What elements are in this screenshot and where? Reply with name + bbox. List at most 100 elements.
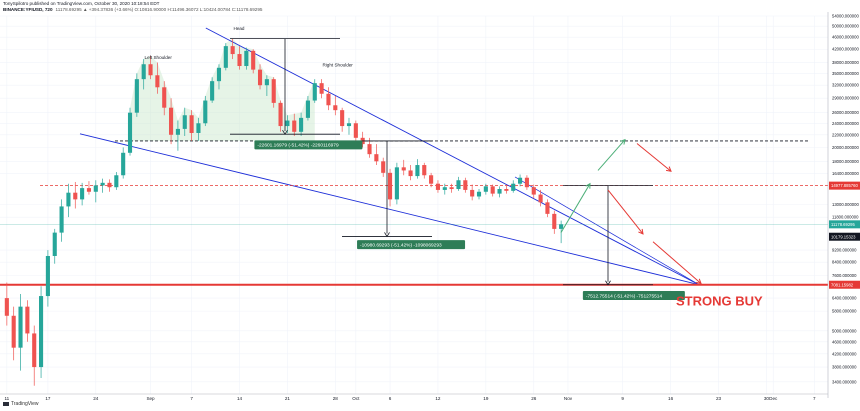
y-tick-label: 24000.000000 [832,121,859,126]
grid [0,15,828,394]
candle-body [257,69,263,86]
candle-body [189,115,194,133]
y-tick-label: 26000.000000 [832,110,859,115]
candle-body [127,112,133,153]
x-tick-label: 26 [531,396,537,401]
y-tick-label: 50000.000000 [832,24,859,29]
candle-body [80,188,85,200]
y-tick-label: 32000.000000 [832,83,859,88]
candle-body [210,81,215,101]
candle-body [470,189,475,197]
measure-label-bg [254,140,363,150]
y-tick-label: 20000.000000 [832,145,859,150]
x-tick-label: 12 [435,396,441,401]
candle-body [476,191,482,197]
y-tick-label: 16400.000000 [832,171,859,176]
pattern-fill [130,38,315,141]
candle-body [559,224,564,229]
candle-body [552,213,557,229]
lower-trendline [79,133,700,286]
head-shoulders-fill [130,38,315,141]
candle-body [312,83,317,101]
y-tick-label: 3800.000000 [832,365,857,370]
x-tick-label: Dec [769,396,778,401]
y-axis: 54000.000000 50000.000000 46000.000000 4200… [827,0,860,411]
candle-body [531,187,536,195]
down-arrow-3-shaft [652,241,702,284]
candle-body [148,64,153,76]
candle-body [155,75,160,88]
y-tick-label: 4200.000000 [832,351,857,356]
price-label: 14977.885760 [831,183,858,188]
x-tick-label: 11 [4,396,9,401]
measure-label-bg [582,291,685,301]
candle-body [401,167,406,171]
candle-body [285,120,290,127]
x-tick-label: Oct [352,396,360,401]
candle-body [422,165,427,176]
x-tick-label: 14 [237,396,243,401]
candle-body [353,123,358,138]
price-label-bg [829,280,860,289]
up-arrow-2-head [620,138,626,145]
candle-body [483,186,488,192]
y-tick-label: 42000.000000 [832,47,859,52]
down-arrow-2-shaft [636,143,672,172]
candle-body [237,54,242,67]
candle-body [319,83,324,94]
price-label: 7081.15982 [831,282,854,287]
candle-body [66,192,71,207]
y-tick-label: 8400.000000 [832,260,857,265]
candle-body [45,255,50,297]
candle-body [538,194,543,203]
tradingview-logo[interactable]: TradingView [3,401,39,407]
candle-body [333,105,338,111]
candle-body [299,117,304,132]
up-arrow-1-shaft [560,183,591,233]
x-tick-label: 9 [621,396,624,401]
candle-body [162,87,167,108]
candle-body [381,161,386,173]
price-label: 11178.69295 [831,222,856,227]
x-tick-label: 28 [333,396,339,401]
x-tick-label: 16 [668,396,674,401]
candle-body [18,306,23,348]
candle-body [518,177,523,184]
x-tick-label: Nov [564,396,573,401]
chart-header: TonySpilotro published on TradingView.co… [3,1,262,13]
up-arrow-1-head [585,182,591,189]
y-axis-bg [828,0,860,411]
x-tick-label: 23 [716,396,722,401]
candle-body [305,100,310,118]
y-tick-label: 13000.000000 [832,202,859,207]
candle-body [25,306,30,334]
candle-body [175,128,180,135]
pattern-label: Right Shoulder [322,63,353,68]
upper-trendline [205,27,700,286]
candle-body [86,188,92,192]
tradingview-text: TradingView [11,401,39,407]
candle-body [326,93,331,106]
candle-body [216,67,222,82]
y-tick-label: 22000.000000 [832,132,859,137]
x-axis: 11 17 24 Sep 7 14 21 28 Oct 6 12 19 26 Nov 9 16 23 30 Dec 7 [0,393,828,401]
candle-body [107,182,112,188]
candle-body [456,180,461,190]
y-tick-label: 46000.000000 [832,35,859,40]
trendlines [0,27,828,286]
candle-body [292,120,297,132]
y-tick-label: 54000.000000 [832,14,859,19]
candle-body [52,232,57,256]
up-arrow-2-shaft [597,139,626,171]
candle-body [203,100,208,124]
down-arrow-3-head [696,278,702,285]
measure-label-bg [357,240,466,250]
y-tick-label: 29000.000000 [832,96,859,101]
candle-body [114,175,119,188]
candle-body [32,333,37,368]
candle-body [340,110,345,127]
x-tick-label: Sep [146,396,155,401]
y-tick-label: 3400.000000 [832,379,857,384]
y-tick-label: 4600.000000 [832,339,857,344]
